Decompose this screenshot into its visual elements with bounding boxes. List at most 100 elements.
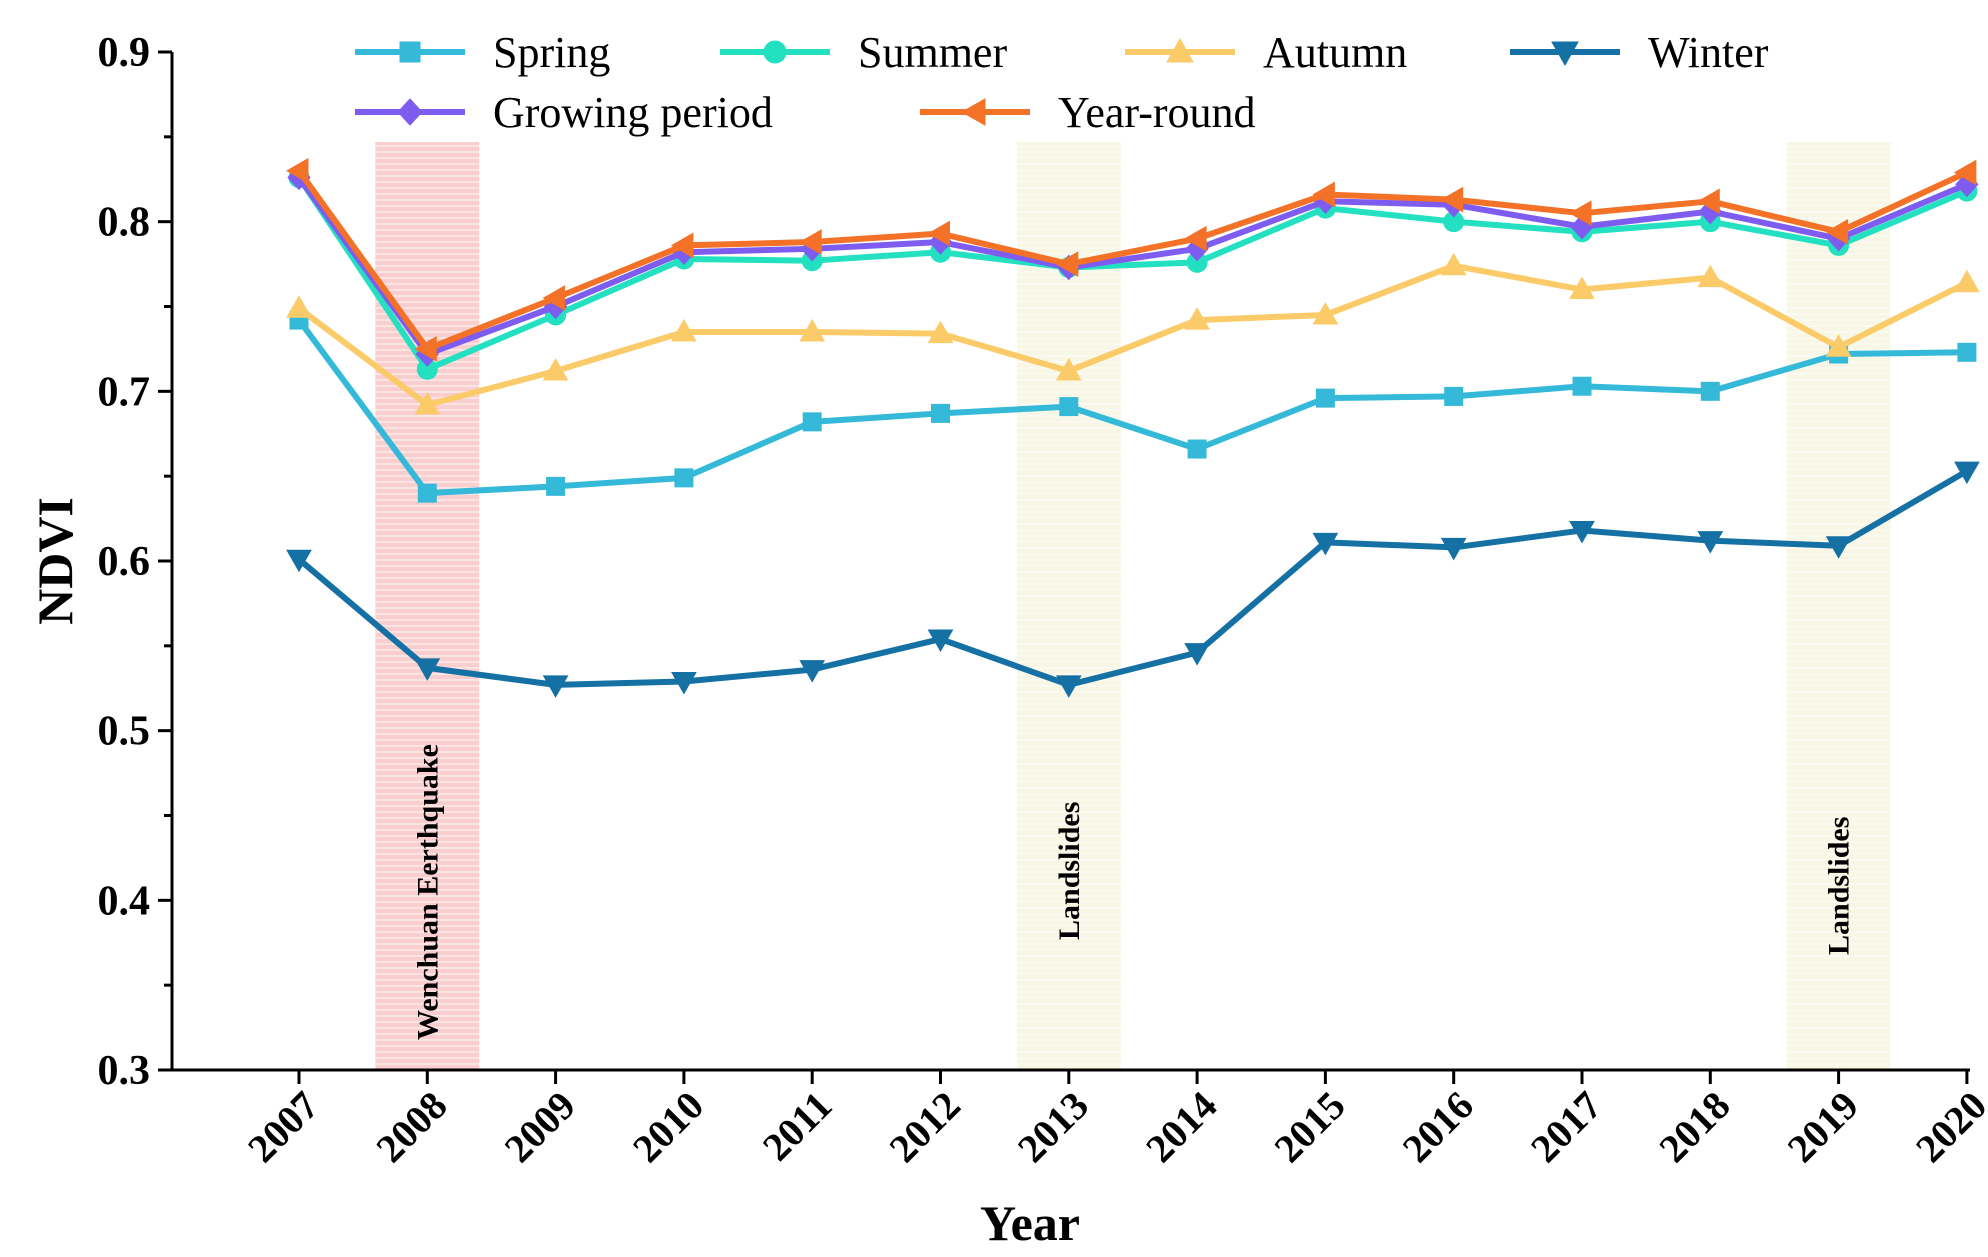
data-point: [1312, 301, 1339, 325]
data-point: [927, 220, 950, 247]
data-point: [1444, 386, 1464, 406]
x-tick-label: 2011: [754, 1083, 841, 1170]
data-point: [799, 318, 826, 342]
data-point: [1825, 218, 1849, 245]
x-tick-label: 2016: [1394, 1083, 1482, 1171]
data-point: [1312, 181, 1335, 208]
data-point: [802, 412, 822, 432]
y-tick-label: 0.3: [98, 1048, 151, 1094]
y-axis-title: NDVI: [27, 497, 83, 625]
data-point: [1184, 307, 1210, 330]
data-point: [1055, 675, 1082, 698]
y-tick-label: 0.5: [98, 709, 151, 755]
data-point: [1055, 357, 1082, 381]
x-tick-label: 2012: [880, 1083, 968, 1171]
data-point: [1572, 376, 1592, 396]
legend-item: Winter: [1510, 28, 1769, 77]
x-tick-label: 2008: [367, 1083, 455, 1171]
data-point: [799, 660, 826, 683]
series-winter: [286, 461, 1980, 698]
data-point: [1440, 537, 1467, 561]
event-label: Landslides: [1823, 817, 1856, 955]
legend-item: Summer: [720, 28, 1007, 77]
legend-marker: [763, 40, 787, 64]
legend-label: Year-round: [1058, 88, 1256, 137]
data-point: [1184, 225, 1207, 252]
y-tick-label: 0.6: [98, 539, 151, 585]
data-point: [1440, 252, 1467, 276]
legend-item: Spring: [355, 28, 610, 77]
data-point: [1954, 461, 1980, 485]
data-point: [799, 229, 822, 255]
data-point: [1700, 381, 1720, 401]
data-point: [670, 232, 694, 259]
series-line: [297, 468, 1969, 688]
x-tick-label: 2013: [1009, 1083, 1097, 1171]
data-point: [542, 357, 569, 381]
event-label: Wenchuan Eerthquake: [411, 744, 444, 1040]
data-point: [1697, 188, 1720, 215]
x-tick-label: 2009: [496, 1083, 584, 1171]
data-point: [1184, 643, 1210, 666]
event-bands: [375, 142, 1891, 1070]
legend-label: Winter: [1648, 28, 1769, 77]
series-line: [297, 262, 1969, 408]
x-tick-label: 2007: [239, 1083, 327, 1171]
y-tick-label: 0.4: [98, 878, 151, 924]
data-point: [546, 476, 566, 496]
x-tick-label: 2014: [1137, 1083, 1225, 1171]
data-point: [674, 468, 694, 488]
data-point: [1568, 200, 1592, 227]
data-point: [417, 483, 437, 503]
x-tick-label: 2018: [1650, 1083, 1738, 1171]
data-point: [1315, 388, 1335, 408]
data-point: [1825, 334, 1852, 357]
legend-marker: [1551, 41, 1579, 67]
series-line: [296, 175, 1969, 358]
x-tick-label: 2017: [1522, 1083, 1610, 1171]
data-point: [286, 295, 312, 318]
x-tick-label: 2015: [1265, 1083, 1353, 1171]
legend-item: Growing period: [355, 88, 773, 137]
data-point: [927, 320, 954, 344]
y-tick-label: 0.7: [98, 369, 151, 415]
data-point: [1440, 186, 1464, 213]
data-point: [286, 549, 312, 573]
legend-item: Autumn: [1125, 28, 1407, 77]
data-point: [931, 403, 950, 423]
x-axis-title: Year: [980, 1195, 1080, 1251]
series-line: [296, 175, 1969, 373]
x-tick-label: 2020: [1907, 1083, 1988, 1171]
data-point: [1055, 251, 1079, 277]
data-point: [414, 336, 437, 362]
series-line: [296, 318, 1967, 497]
x-tick-label: 2010: [624, 1083, 712, 1171]
data-point: [1312, 532, 1339, 556]
series-lines: [285, 157, 1980, 698]
data-point: [1059, 397, 1079, 417]
event-label: Landslides: [1053, 802, 1086, 940]
event-labels: Wenchuan Eerthquake Landslides Landslides: [411, 744, 1855, 1040]
legend-label: Growing period: [493, 88, 773, 137]
legend: Spring Summer Autumn Winter Growing period Ye…: [355, 28, 1769, 137]
data-point: [671, 318, 697, 342]
data-point: [542, 285, 566, 311]
data-point: [1569, 276, 1595, 300]
data-point: [927, 629, 954, 653]
legend-item: Year-round: [920, 88, 1256, 137]
x-ticks: 2007 2008 2009 2010 2011 2012 2013 2014 2015 2016…: [239, 1070, 1988, 1171]
data-point: [414, 658, 441, 681]
legend-marker: [1166, 37, 1194, 63]
data-point: [1953, 159, 1977, 186]
data-point: [671, 671, 697, 695]
series-spring: [289, 310, 1977, 503]
data-point: [1957, 342, 1977, 362]
data-point: [1697, 264, 1724, 288]
data-point: [1954, 269, 1980, 293]
data-point: [1569, 520, 1595, 544]
data-point: [414, 391, 441, 415]
series-year-round: [285, 157, 1977, 362]
series-autumn: [286, 252, 1980, 415]
data-point: [542, 675, 569, 698]
